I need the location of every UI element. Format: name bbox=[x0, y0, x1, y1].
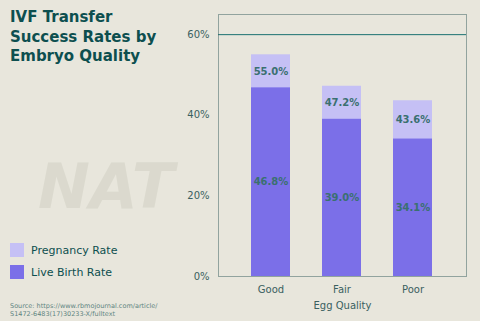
svg-text:47.2%: 47.2% bbox=[325, 97, 360, 108]
svg-text:55.0%: 55.0% bbox=[254, 66, 289, 77]
svg-text:43.6%: 43.6% bbox=[396, 114, 431, 125]
html-text:Live Birth Rate: Live Birth Rate bbox=[31, 265, 113, 279]
svg-text:Fair: Fair bbox=[333, 284, 352, 295]
html-text:Pregnancy Rate: Pregnancy Rate bbox=[31, 243, 118, 257]
svg-text:Egg Quality: Egg Quality bbox=[314, 300, 372, 311]
svg-text:46.8%: 46.8% bbox=[254, 176, 289, 187]
html-text:Source: https://www.rbmojourna: Source: https://www.rbmojournal.com/arti… bbox=[10, 301, 158, 318]
html-text:IVF Transfer Success Rates by: IVF Transfer Success Rates by Embryo Qua… bbox=[10, 8, 157, 65]
html-text:NAT: NAT bbox=[37, 149, 175, 223]
svg-text:60%: 60% bbox=[187, 29, 209, 40]
svg-text:34.1%: 34.1% bbox=[396, 202, 431, 213]
svg-text:39.0%: 39.0% bbox=[325, 192, 360, 203]
svg-text:Poor: Poor bbox=[402, 284, 425, 295]
svg-text:Good: Good bbox=[258, 284, 284, 295]
svg-text:20%: 20% bbox=[187, 190, 209, 201]
svg-text:40%: 40% bbox=[187, 109, 209, 120]
svg-text:0%: 0% bbox=[194, 271, 210, 282]
